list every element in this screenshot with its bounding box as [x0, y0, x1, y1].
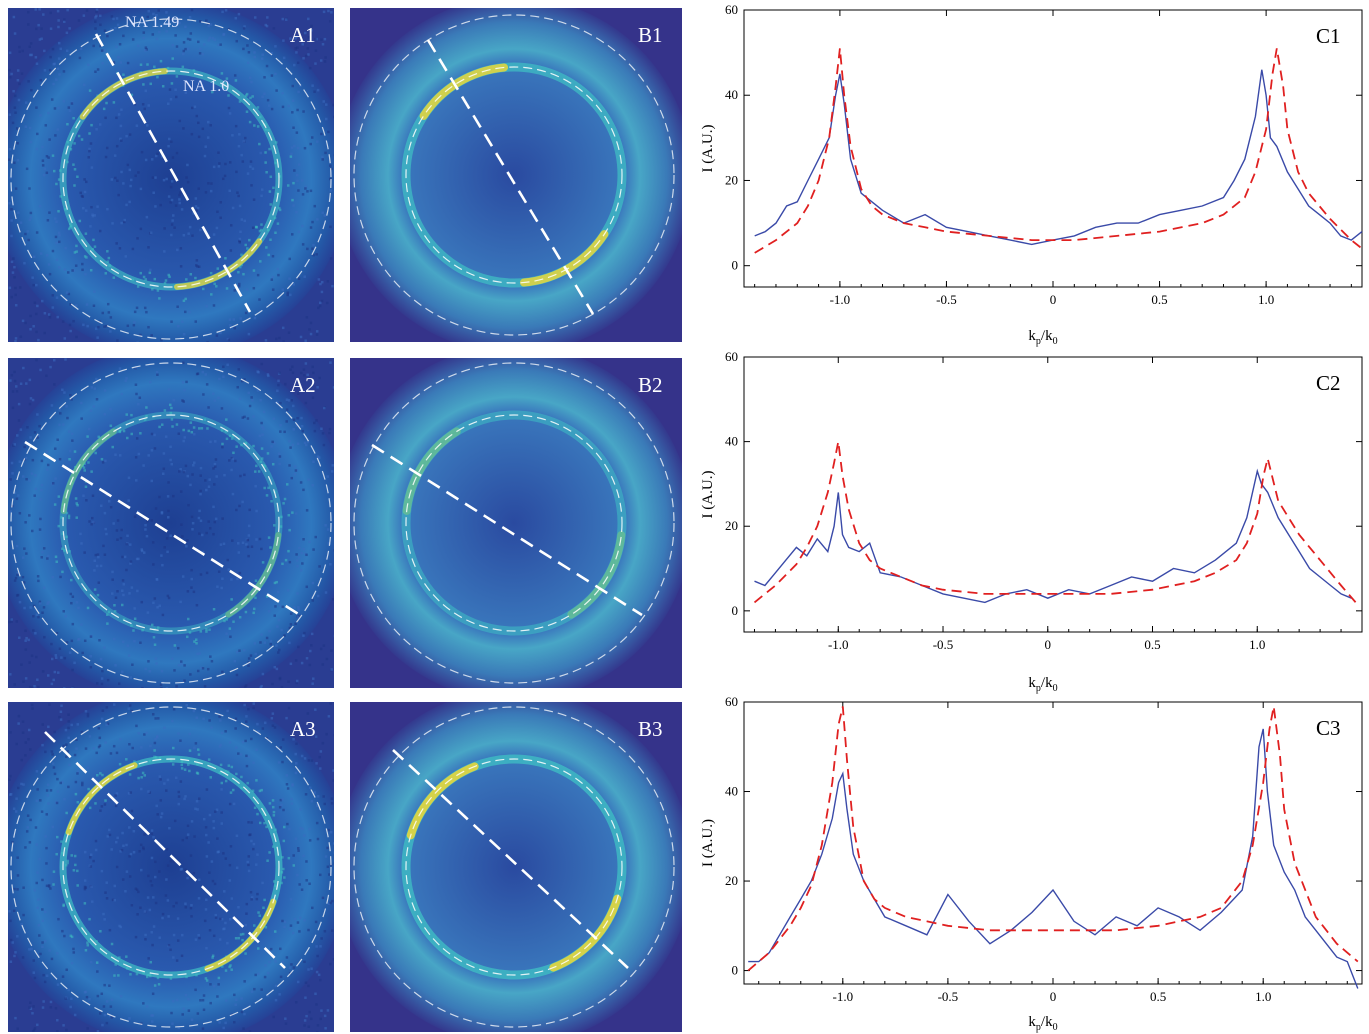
- y-tick-label: 20: [725, 518, 738, 533]
- outer-na-circle: [10, 706, 332, 1028]
- measured-curve: [748, 728, 1359, 989]
- panel-a3: A3: [8, 702, 334, 1032]
- profile-cut-line: [94, 33, 252, 313]
- profile-cut-line: [371, 443, 643, 617]
- x-tick-label: 1.0: [1255, 989, 1271, 1004]
- chart-c2: 0 20 40 60 -1.0 -0.5 0 0.5 1.0 C2 I (A.U.) kp/k0: [700, 349, 1363, 694]
- chart-label: C2: [1316, 371, 1341, 395]
- profile-cut-line: [44, 731, 286, 969]
- y-tick-label: 20: [725, 873, 738, 888]
- measured-curve: [754, 468, 1352, 604]
- panel-label: B3: [638, 717, 663, 741]
- y-tick-label: 60: [725, 694, 738, 709]
- x-tick-label: -0.5: [933, 637, 954, 652]
- y-tick-label: 0: [732, 603, 739, 618]
- outer-na-circle: [353, 14, 675, 336]
- chart-c3: 0 20 40 60 -1.0 -0.5 0 0.5 1.0 C3 I (A.U.) kp/k0: [700, 694, 1363, 1033]
- outer-na-circle: [353, 362, 675, 684]
- x-axis-label: kp/k0: [1028, 675, 1057, 694]
- noise-speckle: [8, 702, 334, 1032]
- inner-na-circle: [405, 758, 623, 976]
- y-tick-label: 60: [725, 2, 738, 17]
- x-tick-label: 0.5: [1150, 989, 1166, 1004]
- panel-b1: B1: [350, 8, 682, 342]
- y-tick-label: 40: [725, 434, 738, 449]
- panel-label: A3: [290, 717, 316, 741]
- y-tick-label: 40: [725, 87, 738, 102]
- chart-label: C3: [1316, 716, 1341, 740]
- y-tick-label: 0: [732, 258, 739, 273]
- x-axis-label: kp/k0: [1028, 1014, 1057, 1033]
- panel-label: B2: [638, 373, 663, 397]
- x-tick-label: 0: [1045, 637, 1052, 652]
- chart-c1: 0 20 40 60 -1.0 -0.5 0 0.5 1.0 C1 I (A.U.) kp/k0: [700, 2, 1363, 347]
- noise-speckle: [8, 358, 334, 688]
- na-outer-label: NA 1.49: [125, 14, 179, 31]
- x-tick-label: -0.5: [938, 989, 959, 1004]
- measured-curve: [754, 69, 1363, 246]
- inner-na-circle: [405, 414, 623, 632]
- outer-na-circle: [10, 18, 332, 340]
- fit-curve: [753, 441, 1357, 604]
- plot-frame: [743, 701, 1363, 985]
- x-tick-label: -1.0: [832, 989, 853, 1004]
- x-tick-label: -0.5: [936, 292, 957, 307]
- y-axis-label: I (A.U.): [700, 125, 716, 173]
- inner-na-circle: [62, 70, 280, 288]
- y-tick-label: 60: [725, 349, 738, 364]
- x-tick-label: 1.0: [1249, 637, 1265, 652]
- panel-b3: B3: [350, 702, 682, 1032]
- y-axis-label: I (A.U.): [700, 471, 716, 519]
- panel-b2: B2: [350, 358, 682, 688]
- y-tick-label: 20: [725, 172, 738, 187]
- outer-na-circle: [353, 706, 675, 1028]
- profile-cut-line: [426, 39, 595, 315]
- chart-label: C1: [1316, 24, 1341, 48]
- panel-a2: A2: [8, 358, 334, 688]
- inner-na-circle: [62, 414, 280, 632]
- panel-a1: A1 NA 1.49 NA 1.0: [8, 8, 334, 342]
- plot-frame: [743, 356, 1363, 633]
- y-tick-label: 0: [732, 963, 739, 978]
- outer-na-circle: [10, 362, 332, 684]
- x-axis-label: kp/k0: [1028, 328, 1057, 347]
- y-axis-label: I (A.U.): [700, 819, 716, 867]
- line-charts: 0 20 40 60 -1.0 -0.5 0 0.5 1.0 C1 I (A.U.) kp/k0 0 20…: [700, 2, 1363, 1033]
- plot-frame: [743, 9, 1363, 288]
- x-tick-label: 0: [1050, 292, 1057, 307]
- x-tick-label: 0.5: [1144, 637, 1160, 652]
- x-tick-label: -1.0: [830, 292, 851, 307]
- x-tick-label: 1.0: [1258, 292, 1274, 307]
- panel-label: B1: [638, 23, 663, 47]
- y-tick-label: 40: [725, 784, 738, 799]
- x-tick-label: 0.5: [1151, 292, 1167, 307]
- image-panels: A1 NA 1.49 NA 1.0 B1 A2 B2 A3 B3: [8, 8, 682, 1032]
- na-inner-label: NA 1.0: [183, 78, 229, 95]
- inner-na-circle: [405, 66, 623, 284]
- x-tick-label: 0: [1050, 989, 1057, 1004]
- panel-label: A2: [290, 373, 316, 397]
- x-tick-label: -1.0: [828, 637, 849, 652]
- profile-cut-line: [24, 440, 301, 617]
- fit-curve: [754, 48, 1363, 254]
- fit-curve: [747, 706, 1359, 972]
- inner-na-circle: [62, 758, 280, 976]
- panel-label: A1: [290, 23, 316, 47]
- profile-cut-line: [392, 749, 629, 969]
